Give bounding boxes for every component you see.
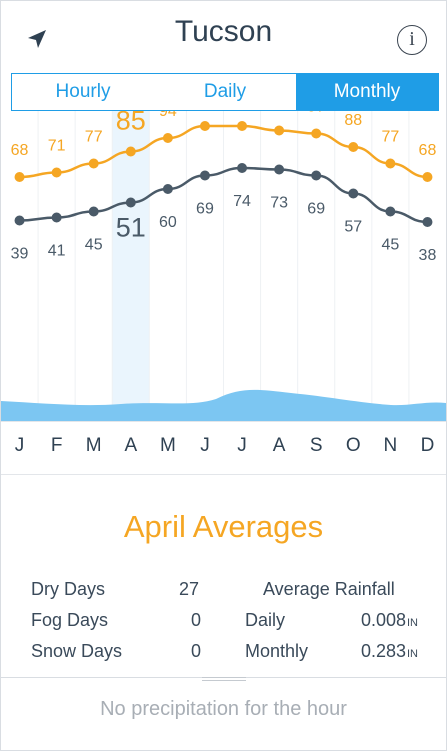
high-temp-point [348, 142, 359, 152]
low-temp-point [88, 206, 99, 217]
low-temp-label: 74 [233, 193, 251, 210]
high-temp-label: 77 [85, 129, 103, 146]
month-label[interactable]: M [159, 435, 176, 456]
precipitation-status: No precipitation for the hour [100, 698, 347, 720]
low-temp-label: 69 [196, 201, 214, 218]
daily-rain-unit: IN [407, 617, 418, 629]
low-temp-point [274, 164, 285, 175]
dry-days-value: 27 [179, 579, 200, 599]
tab-daily[interactable]: Daily [203, 81, 247, 102]
high-temp-point [274, 125, 285, 136]
month-label[interactable]: J [237, 435, 247, 456]
fog-days-label: Fog Days [31, 610, 109, 630]
page-title: Tucson [174, 15, 273, 48]
monthly-rain-label: Monthly [245, 641, 309, 661]
low-temp-point [125, 197, 136, 208]
month-label[interactable]: A [124, 435, 138, 456]
month-label[interactable]: N [383, 435, 398, 456]
low-temp-point [422, 217, 433, 227]
low-temp-label: 69 [307, 201, 325, 218]
low-temp-label: 57 [344, 219, 362, 236]
high-temp-label: 88 [344, 112, 362, 129]
month-label[interactable]: D [420, 435, 435, 456]
high-temp-label: 97 [307, 111, 325, 116]
low-temp-point [162, 184, 173, 194]
low-temp-point [348, 188, 359, 199]
tab-monthly[interactable]: Monthly [296, 74, 438, 110]
high-temp-label: 85 [116, 111, 146, 136]
rainfall-heading: Average Rainfall [263, 579, 395, 599]
low-temp-point [385, 206, 396, 217]
daily-rain-value: 0.008IN [361, 610, 418, 631]
monthly-rain-number: 0.283 [360, 641, 406, 661]
high-temp-label: 94 [159, 111, 177, 120]
low-temp-label: 39 [11, 246, 29, 263]
month-label[interactable]: J [14, 435, 25, 456]
low-temp-label: 41 [48, 243, 66, 260]
drag-handle[interactable] [202, 677, 246, 681]
month-label[interactable]: J [200, 435, 210, 456]
high-temp-point [311, 128, 322, 139]
tab-hourly[interactable]: Hourly [55, 81, 111, 102]
daily-rain-label: Daily [245, 610, 286, 630]
fog-days-value: 0 [191, 610, 202, 630]
highlight-column [112, 111, 150, 421]
month-label[interactable]: S [309, 435, 323, 456]
low-temp-point [237, 163, 248, 173]
monthly-temperature-chart[interactable]: 6871778594102102999788776839414551606974… [1, 111, 446, 421]
high-temp-point [162, 133, 173, 143]
low-temp-point [51, 212, 62, 223]
low-temp-label: 60 [159, 214, 177, 231]
low-temp-label: 73 [270, 195, 288, 212]
month-label[interactable]: O [345, 435, 361, 456]
location-arrow-icon[interactable] [25, 27, 49, 51]
snow-days-label: Snow Days [31, 641, 123, 661]
low-temp-point [14, 215, 25, 226]
month-label[interactable]: M [85, 435, 102, 456]
month-label[interactable]: F [50, 435, 63, 456]
low-temp-label: 45 [381, 237, 399, 254]
high-temp-label: 77 [381, 129, 399, 146]
averages-title: April Averages [123, 509, 324, 544]
high-temp-label: 68 [419, 142, 437, 159]
header: Tucson i [1, 1, 446, 73]
month-label[interactable]: A [272, 435, 286, 456]
high-temp-point [88, 158, 99, 169]
monthly-rain-value: 0.283IN [361, 641, 418, 662]
rainfall-area [1, 389, 446, 421]
low-temp-point [199, 170, 210, 181]
daily-rain-number: 0.008 [360, 610, 406, 630]
high-temp-point [51, 167, 62, 178]
info-icon[interactable]: i [397, 25, 427, 55]
view-tabs: Hourly Daily Monthly [11, 73, 439, 111]
high-temp-point [199, 121, 210, 131]
dry-days-label: Dry Days [31, 579, 106, 599]
low-temp-label: 45 [85, 237, 103, 254]
high-temp-label: 68 [11, 142, 29, 159]
high-temp-point [125, 146, 136, 157]
high-temp-label: 71 [48, 138, 66, 155]
high-temp-point [237, 121, 248, 131]
high-temp-label: 99 [270, 111, 288, 113]
high-temp-point [385, 158, 396, 169]
snow-days-value: 0 [191, 641, 202, 661]
monthly-rain-unit: IN [407, 648, 418, 660]
high-temp-point [14, 172, 25, 182]
high-temp-point [422, 172, 433, 182]
low-temp-point [311, 170, 322, 181]
low-temp-label: 38 [419, 247, 437, 264]
low-temp-label: 51 [116, 213, 146, 243]
